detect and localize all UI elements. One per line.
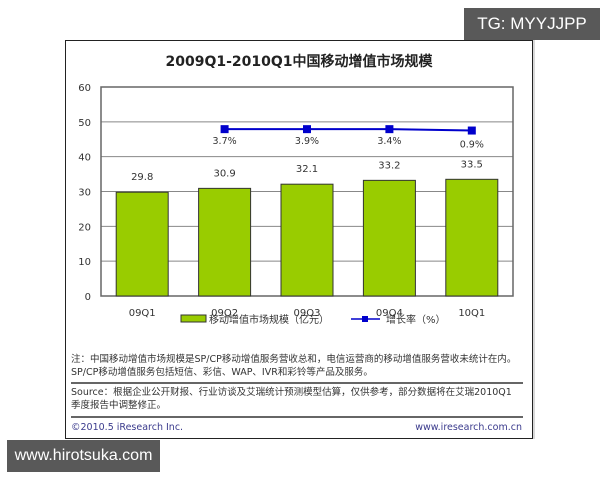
bar xyxy=(362,179,416,297)
bar-value-label: 29.8 xyxy=(131,172,153,183)
growth-marker xyxy=(467,126,476,135)
y-tick-label: 20 xyxy=(78,222,91,233)
bar-value-label: 33.5 xyxy=(461,159,483,170)
y-tick-label: 30 xyxy=(78,188,91,199)
watermark-site-badge: www.hirotsuka.com xyxy=(7,440,160,472)
y-tick-label: 60 xyxy=(78,83,91,94)
watermark-tg-badge: TG: MYYJJPP xyxy=(464,8,600,40)
growth-marker xyxy=(220,125,229,134)
y-tick-label: 40 xyxy=(78,153,91,164)
bar-value-label: 30.9 xyxy=(213,168,235,179)
chart-frame: 2009Q1-2010Q1中国移动增值市场规模 0 10 20 30 40 50 60 29.… xyxy=(65,40,533,439)
growth-label: 3.4% xyxy=(377,136,401,147)
chart-title: 2009Q1-2010Q1中国移动增值市场规模 xyxy=(165,54,433,70)
x-tick-label: 09Q1 xyxy=(129,308,156,319)
bar xyxy=(280,183,334,297)
x-tick-label: 09Q2 xyxy=(211,308,238,319)
bar xyxy=(115,191,169,297)
bar xyxy=(445,178,499,297)
divider xyxy=(71,382,523,384)
growth-marker xyxy=(303,125,311,134)
chart-note: 注：中国移动增值市场规模是SP/CP移动增值服务营收总和，电信运营商的移动增值服… xyxy=(71,354,517,378)
y-tick-label: 50 xyxy=(78,118,91,129)
x-tick-label: 09Q3 xyxy=(294,308,321,319)
chart-source: Source：根据企业公开财报、行业访谈及艾瑞统计预测模型估算，仅供参考，部分数… xyxy=(71,387,512,411)
legend-bar-label: 移动增值市场规模（亿元） xyxy=(209,313,329,326)
bar-value-label: 32.1 xyxy=(296,164,318,175)
growth-line xyxy=(224,128,472,132)
bar xyxy=(198,187,252,297)
y-tick-label: 10 xyxy=(78,257,91,268)
legend-line-label: 增长率（%） xyxy=(386,313,446,326)
x-tick-label: 09Q4 xyxy=(376,308,403,319)
legend-line-marker xyxy=(362,316,368,322)
divider xyxy=(71,416,523,418)
growth-label: 0.9% xyxy=(460,140,484,151)
copyright-text: ©2010.5 iResearch Inc. xyxy=(71,422,184,433)
bar-value-label: 33.2 xyxy=(378,160,400,171)
y-tick-label: 0 xyxy=(85,292,91,303)
growth-marker xyxy=(385,125,394,134)
legend-bar-swatch xyxy=(180,314,207,323)
growth-label: 3.7% xyxy=(213,136,237,147)
chart-plot: 0 10 20 30 40 50 60 29.8 09Q1 30.9 09Q2 32.1 09Q3 33.… xyxy=(78,83,514,326)
x-tick-label: 10Q1 xyxy=(458,308,485,319)
website-link[interactable]: www.iresearch.com.cn xyxy=(415,422,522,433)
growth-label: 3.9% xyxy=(295,136,319,147)
